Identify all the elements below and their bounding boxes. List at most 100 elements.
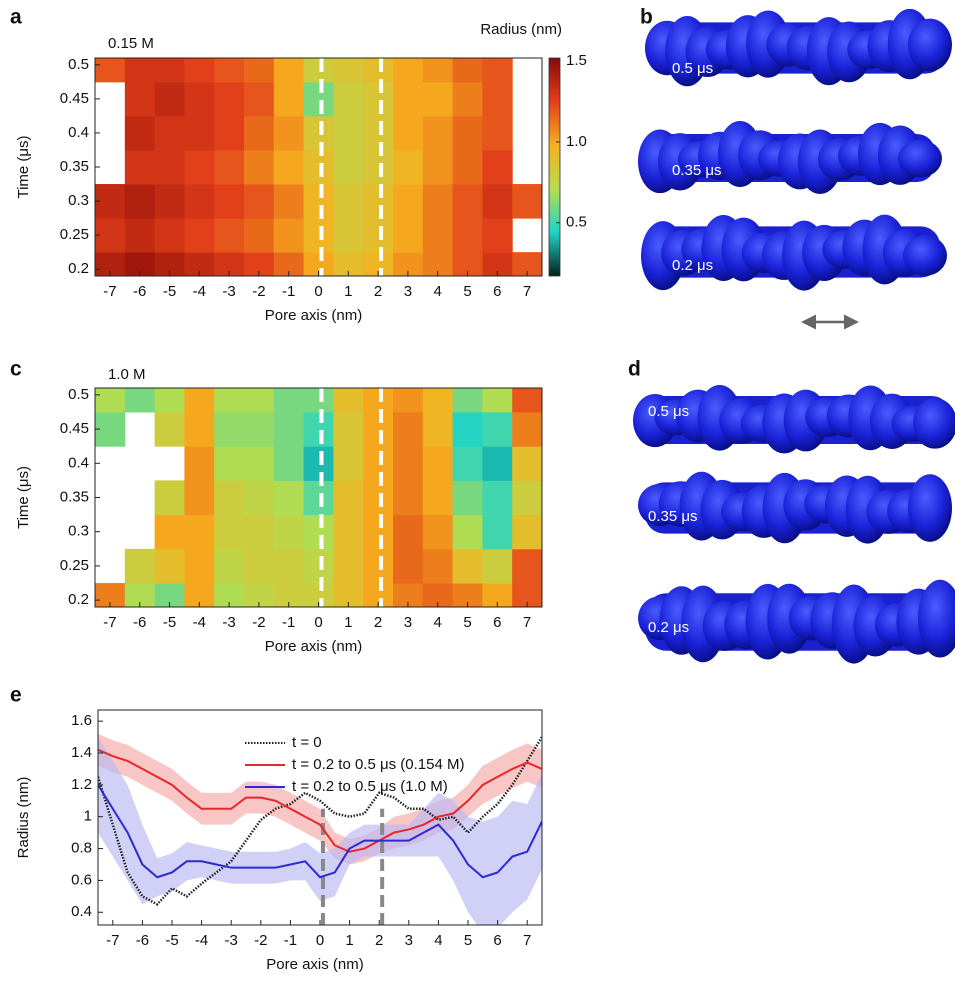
heat-cell xyxy=(95,184,126,219)
heat-cell xyxy=(214,480,245,516)
heat-cell xyxy=(184,218,215,253)
heat-cell xyxy=(303,480,334,516)
heat-cell xyxy=(512,480,542,516)
heat-cell xyxy=(333,411,364,447)
heat-cell xyxy=(273,514,305,550)
colorbar-tick-label: 0.5 xyxy=(566,214,587,231)
time-label: 0.5 μs xyxy=(648,403,689,420)
heat-cell xyxy=(244,480,275,516)
heat-cell xyxy=(273,149,305,185)
legend-label: t = 0.2 to 0.5 μs (0.154 M) xyxy=(292,756,464,773)
heat-cell xyxy=(273,252,305,276)
time-label: 0.2 μs xyxy=(672,257,713,274)
plot-area xyxy=(95,388,542,607)
heat-cell xyxy=(124,388,156,413)
time-label: 0.5 μs xyxy=(672,60,713,77)
y-axis-label: Time (μs) xyxy=(15,135,32,198)
heat-cell xyxy=(244,218,275,253)
heat-cell xyxy=(184,548,215,584)
x-tick-label: 2 xyxy=(374,283,382,300)
x-tick-label: -7 xyxy=(103,614,116,631)
heat-cell xyxy=(184,184,215,219)
x-tick-label: -3 xyxy=(225,932,238,949)
heat-cell xyxy=(244,583,275,607)
heat-cell xyxy=(214,81,245,117)
heat-cell xyxy=(214,184,245,219)
x-tick-label: -6 xyxy=(133,614,146,631)
heat-cell xyxy=(303,81,334,117)
heat-cell xyxy=(393,184,424,219)
heat-cell xyxy=(154,388,185,413)
heat-cell xyxy=(214,115,245,151)
heat-cell xyxy=(393,411,424,447)
x-tick-label: 7 xyxy=(523,283,531,300)
heat-cell xyxy=(273,480,305,516)
heat-cell xyxy=(393,388,424,413)
x-tick-label: 2 xyxy=(375,932,383,949)
heat-cell xyxy=(482,149,513,185)
heat-cell xyxy=(184,388,215,413)
heat-cell xyxy=(452,514,483,550)
heat-cell xyxy=(482,411,513,447)
heat-cell xyxy=(452,252,483,276)
heat-cell xyxy=(184,58,215,83)
x-tick-label: 5 xyxy=(464,932,472,949)
colorbar-tick-label: 1.5 xyxy=(566,52,587,69)
heat-cell xyxy=(154,81,185,117)
legend-label: t = 0.2 to 0.5 μs (1.0 M) xyxy=(292,778,448,795)
x-tick-label: -2 xyxy=(252,283,265,300)
heat-cell xyxy=(422,58,454,83)
time-label: 0.35 μs xyxy=(672,162,722,179)
heat-cell xyxy=(244,411,275,447)
panel-letter: b xyxy=(640,6,653,29)
x-tick-label: 0 xyxy=(314,614,322,631)
heat-cell xyxy=(244,388,275,413)
heat-cell xyxy=(363,252,394,276)
x-tick-label: 6 xyxy=(493,932,501,949)
x-tick-label: -4 xyxy=(193,283,206,300)
heat-cell xyxy=(363,446,394,481)
x-tick-label: 0 xyxy=(314,283,322,300)
heat-cell xyxy=(154,184,185,219)
heat-cell xyxy=(273,548,305,584)
heat-cell xyxy=(422,514,454,550)
y-tick-label: 0.2 xyxy=(68,591,89,608)
x-tick-label: 5 xyxy=(463,283,471,300)
heat-cell xyxy=(214,58,245,83)
heat-cell xyxy=(214,388,245,413)
heat-cell xyxy=(95,252,126,276)
heat-cell xyxy=(512,184,542,219)
tube-lobe xyxy=(898,139,942,178)
plot-area xyxy=(95,58,542,276)
heat-cell xyxy=(363,218,394,253)
heat-cell xyxy=(184,480,215,516)
heat-cell xyxy=(124,548,156,584)
heat-cell xyxy=(393,446,424,481)
heat-cell xyxy=(482,388,513,413)
heat-cell xyxy=(303,411,334,447)
heat-cell xyxy=(333,81,364,117)
heat-cell xyxy=(512,252,542,276)
series-line xyxy=(98,748,542,853)
heat-cell xyxy=(184,583,215,607)
heat-cell xyxy=(363,115,394,151)
heat-cell xyxy=(95,58,126,83)
heat-cell xyxy=(363,184,394,219)
heat-cell xyxy=(184,514,215,550)
heat-cell xyxy=(184,252,215,276)
heat-cell xyxy=(482,58,513,83)
heat-cell xyxy=(214,548,245,584)
heat-cell xyxy=(452,446,483,481)
heat-cell xyxy=(512,583,542,607)
heat-cell xyxy=(363,514,394,550)
heat-cell xyxy=(333,149,364,185)
heat-cell xyxy=(303,149,334,185)
heat-cell xyxy=(482,446,513,481)
y-axis-label: Radius (nm) xyxy=(15,777,32,859)
heat-cell xyxy=(512,548,542,584)
heat-cell xyxy=(244,81,275,117)
time-label: 0.2 μs xyxy=(648,619,689,636)
heat-cell xyxy=(273,58,305,83)
heat-cell xyxy=(303,446,334,481)
